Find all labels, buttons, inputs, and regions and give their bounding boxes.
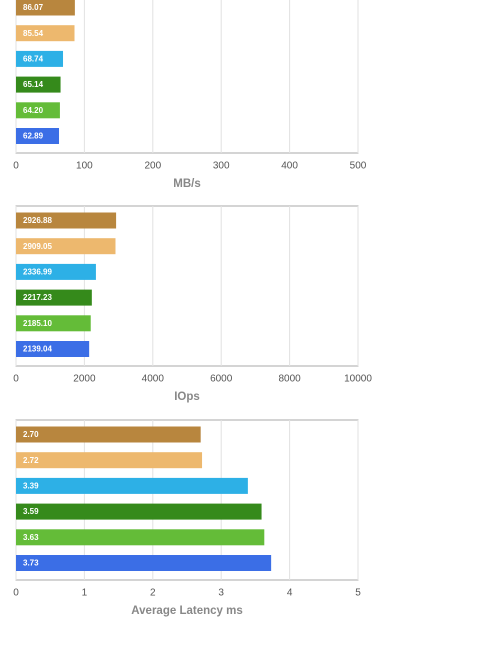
value-label: 3.73 bbox=[23, 559, 39, 568]
bar bbox=[16, 341, 90, 357]
bar bbox=[16, 477, 248, 494]
bar bbox=[16, 128, 60, 144]
value-label: 2217.23 bbox=[23, 293, 52, 302]
bar bbox=[16, 25, 75, 42]
bar bbox=[16, 529, 265, 546]
bar bbox=[16, 452, 203, 469]
value-label: 2336.99 bbox=[23, 268, 52, 277]
value-label: 2139.04 bbox=[23, 345, 52, 354]
x-tick-label: 0 bbox=[13, 374, 19, 385]
bar bbox=[16, 289, 92, 306]
x-tick-label: 3 bbox=[218, 588, 224, 599]
bar bbox=[16, 238, 116, 255]
value-label: 2.72 bbox=[23, 456, 39, 465]
x-tick-label: 8000 bbox=[278, 374, 301, 385]
x-tick-label: 500 bbox=[350, 161, 367, 172]
x-tick-label: 2000 bbox=[73, 374, 96, 385]
value-label: 3.39 bbox=[23, 482, 39, 491]
bar bbox=[16, 426, 201, 443]
bar bbox=[16, 102, 60, 119]
x-tick-label: 4000 bbox=[142, 374, 165, 385]
bar bbox=[16, 212, 117, 229]
value-label: 68.74 bbox=[23, 55, 44, 64]
x-tick-label: 4 bbox=[287, 588, 293, 599]
bar bbox=[16, 503, 262, 520]
value-label: 85.54 bbox=[23, 29, 44, 38]
bar bbox=[16, 315, 91, 332]
value-label: 2926.88 bbox=[23, 216, 52, 225]
bar bbox=[16, 555, 272, 571]
x-tick-label: 100 bbox=[76, 161, 93, 172]
x-axis-title: Average Latency ms bbox=[131, 605, 242, 617]
x-tick-label: 300 bbox=[213, 161, 230, 172]
x-tick-label: 1 bbox=[82, 588, 88, 599]
value-label: 65.14 bbox=[23, 80, 44, 89]
value-label: 3.63 bbox=[23, 533, 39, 542]
value-label: 2.70 bbox=[23, 430, 39, 439]
x-tick-label: 0 bbox=[13, 588, 19, 599]
x-axis-title: MB/s bbox=[173, 178, 200, 190]
bar bbox=[16, 0, 75, 16]
value-label: 64.20 bbox=[23, 106, 44, 115]
x-axis-title: IOps bbox=[174, 391, 200, 403]
x-tick-label: 200 bbox=[144, 161, 161, 172]
x-tick-label: 6000 bbox=[210, 374, 233, 385]
plot-frame bbox=[15, 0, 359, 154]
x-tick-label: 0 bbox=[13, 161, 19, 172]
bar bbox=[16, 50, 64, 67]
x-tick-label: 400 bbox=[281, 161, 298, 172]
x-tick-label: 2 bbox=[150, 588, 156, 599]
value-label: 2909.05 bbox=[23, 242, 52, 251]
x-tick-label: 5 bbox=[355, 588, 361, 599]
x-tick-label: 10000 bbox=[344, 374, 372, 385]
value-label: 2185.10 bbox=[23, 319, 52, 328]
value-label: 3.59 bbox=[23, 507, 39, 516]
bar bbox=[16, 263, 96, 280]
value-label: 62.89 bbox=[23, 132, 44, 141]
bar bbox=[16, 76, 61, 93]
value-label: 86.07 bbox=[23, 3, 44, 12]
